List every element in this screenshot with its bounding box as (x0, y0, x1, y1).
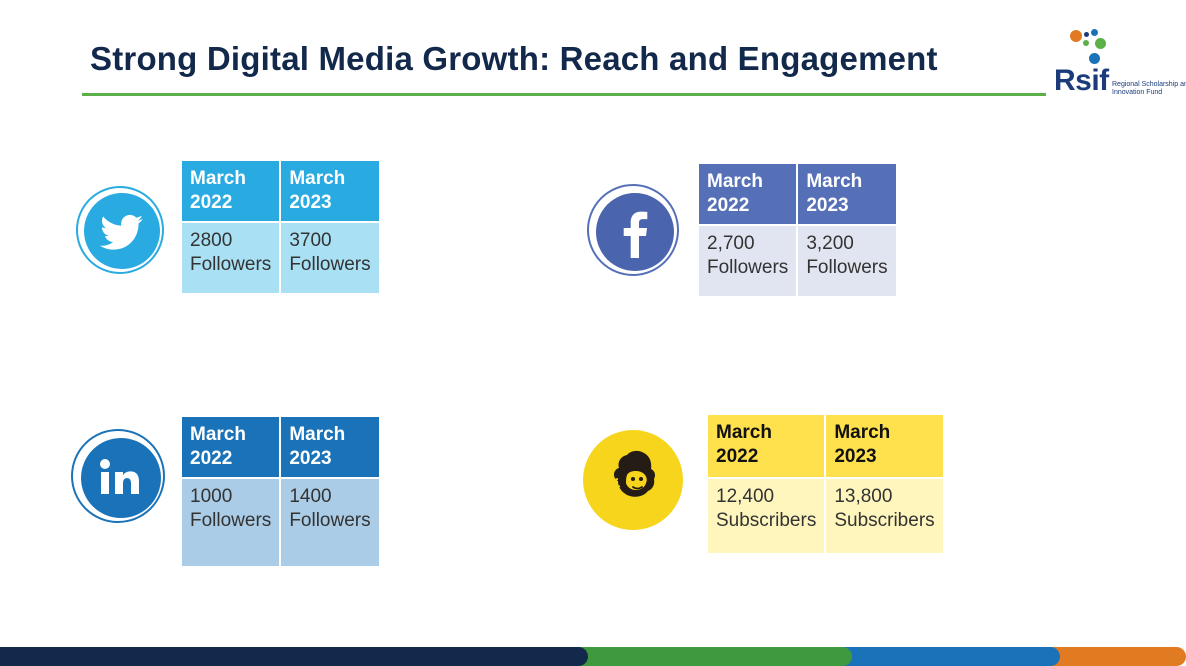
facebook-header-march-2023: March 2023 (798, 164, 896, 224)
linkedin-2023-value: 1400 (289, 486, 332, 507)
logo-subtitle: Regional Scholarship and Innovation Fund (1112, 81, 1186, 96)
twitter-cell-2022: 2800 Followers (182, 223, 280, 293)
mailchimp-stats-table: March 2022 March 2023 12,400 Subscribers… (706, 413, 945, 555)
mailchimp-2023-unit: Subscribers (834, 510, 935, 531)
mailchimp-cell-2023: 13,800 Subscribers (826, 479, 943, 553)
footer-color-bar (0, 647, 1186, 666)
facebook-icon (587, 184, 679, 276)
twitter-header-march-2023: March 2023 (281, 161, 379, 221)
mailchimp-icon (583, 430, 683, 530)
logo-dot-green (1095, 38, 1106, 49)
mailchimp-2022-value: 12,400 (716, 486, 775, 507)
logo-dot-blue (1089, 53, 1100, 64)
facebook-2023-value: 3,200 (806, 233, 854, 254)
twitter-header-march-2022: March 2022 (182, 161, 280, 221)
twitter-stats-table: March 2022 March 2023 2800 Followers 370… (180, 159, 381, 295)
mailchimp-2022-unit: Subscribers (716, 510, 817, 531)
linkedin-icon (71, 429, 165, 523)
twitter-bird-icon (76, 186, 164, 274)
mailchimp-cell-2022: 12,400 Subscribers (708, 479, 825, 553)
mailchimp-header-march-2022: March 2022 (708, 415, 825, 477)
facebook-stats-table: March 2022 March 2023 2,700 Followers 3,… (697, 162, 898, 298)
facebook-2023-unit: Followers (806, 257, 888, 278)
logo-dot-blue-small (1091, 29, 1098, 36)
mailchimp-2023-value: 13,800 (834, 486, 893, 507)
logo-wordmark: Rsif (1054, 64, 1109, 97)
facebook-cell-2022: 2,700 Followers (699, 226, 797, 296)
linkedin-cell-2023: 1400 Followers (281, 479, 379, 566)
linkedin-header-march-2022: March 2022 (182, 417, 280, 477)
rsif-logo: Rsif Regional Scholarship and Innovation… (1050, 26, 1186, 98)
twitter-cell-2023: 3700 Followers (281, 223, 379, 293)
linkedin-2023-unit: Followers (289, 510, 371, 531)
logo-dot-green-small (1083, 40, 1089, 46)
twitter-2023-value: 3700 (289, 230, 332, 251)
linkedin-stats-table: March 2022 March 2023 1000 Followers 140… (180, 415, 381, 568)
twitter-2022-value: 2800 (190, 230, 233, 251)
facebook-2022-unit: Followers (707, 257, 789, 278)
mailchimp-header-march-2023: March 2023 (826, 415, 943, 477)
linkedin-2022-value: 1000 (190, 486, 233, 507)
facebook-header-march-2022: March 2022 (699, 164, 797, 224)
linkedin-cell-2022: 1000 Followers (182, 479, 280, 566)
linkedin-2022-unit: Followers (190, 510, 272, 531)
facebook-cell-2023: 3,200 Followers (798, 226, 896, 296)
facebook-2022-value: 2,700 (707, 233, 755, 254)
linkedin-header-march-2023: March 2023 (281, 417, 379, 477)
slide-title: Strong Digital Media Growth: Reach and E… (90, 40, 938, 77)
logo-dot-navy (1084, 32, 1089, 37)
twitter-2023-unit: Followers (289, 254, 371, 275)
logo-dot-orange (1070, 30, 1082, 42)
twitter-2022-unit: Followers (190, 254, 272, 275)
title-underline (82, 93, 1046, 96)
footer-bar-navy (0, 647, 588, 666)
